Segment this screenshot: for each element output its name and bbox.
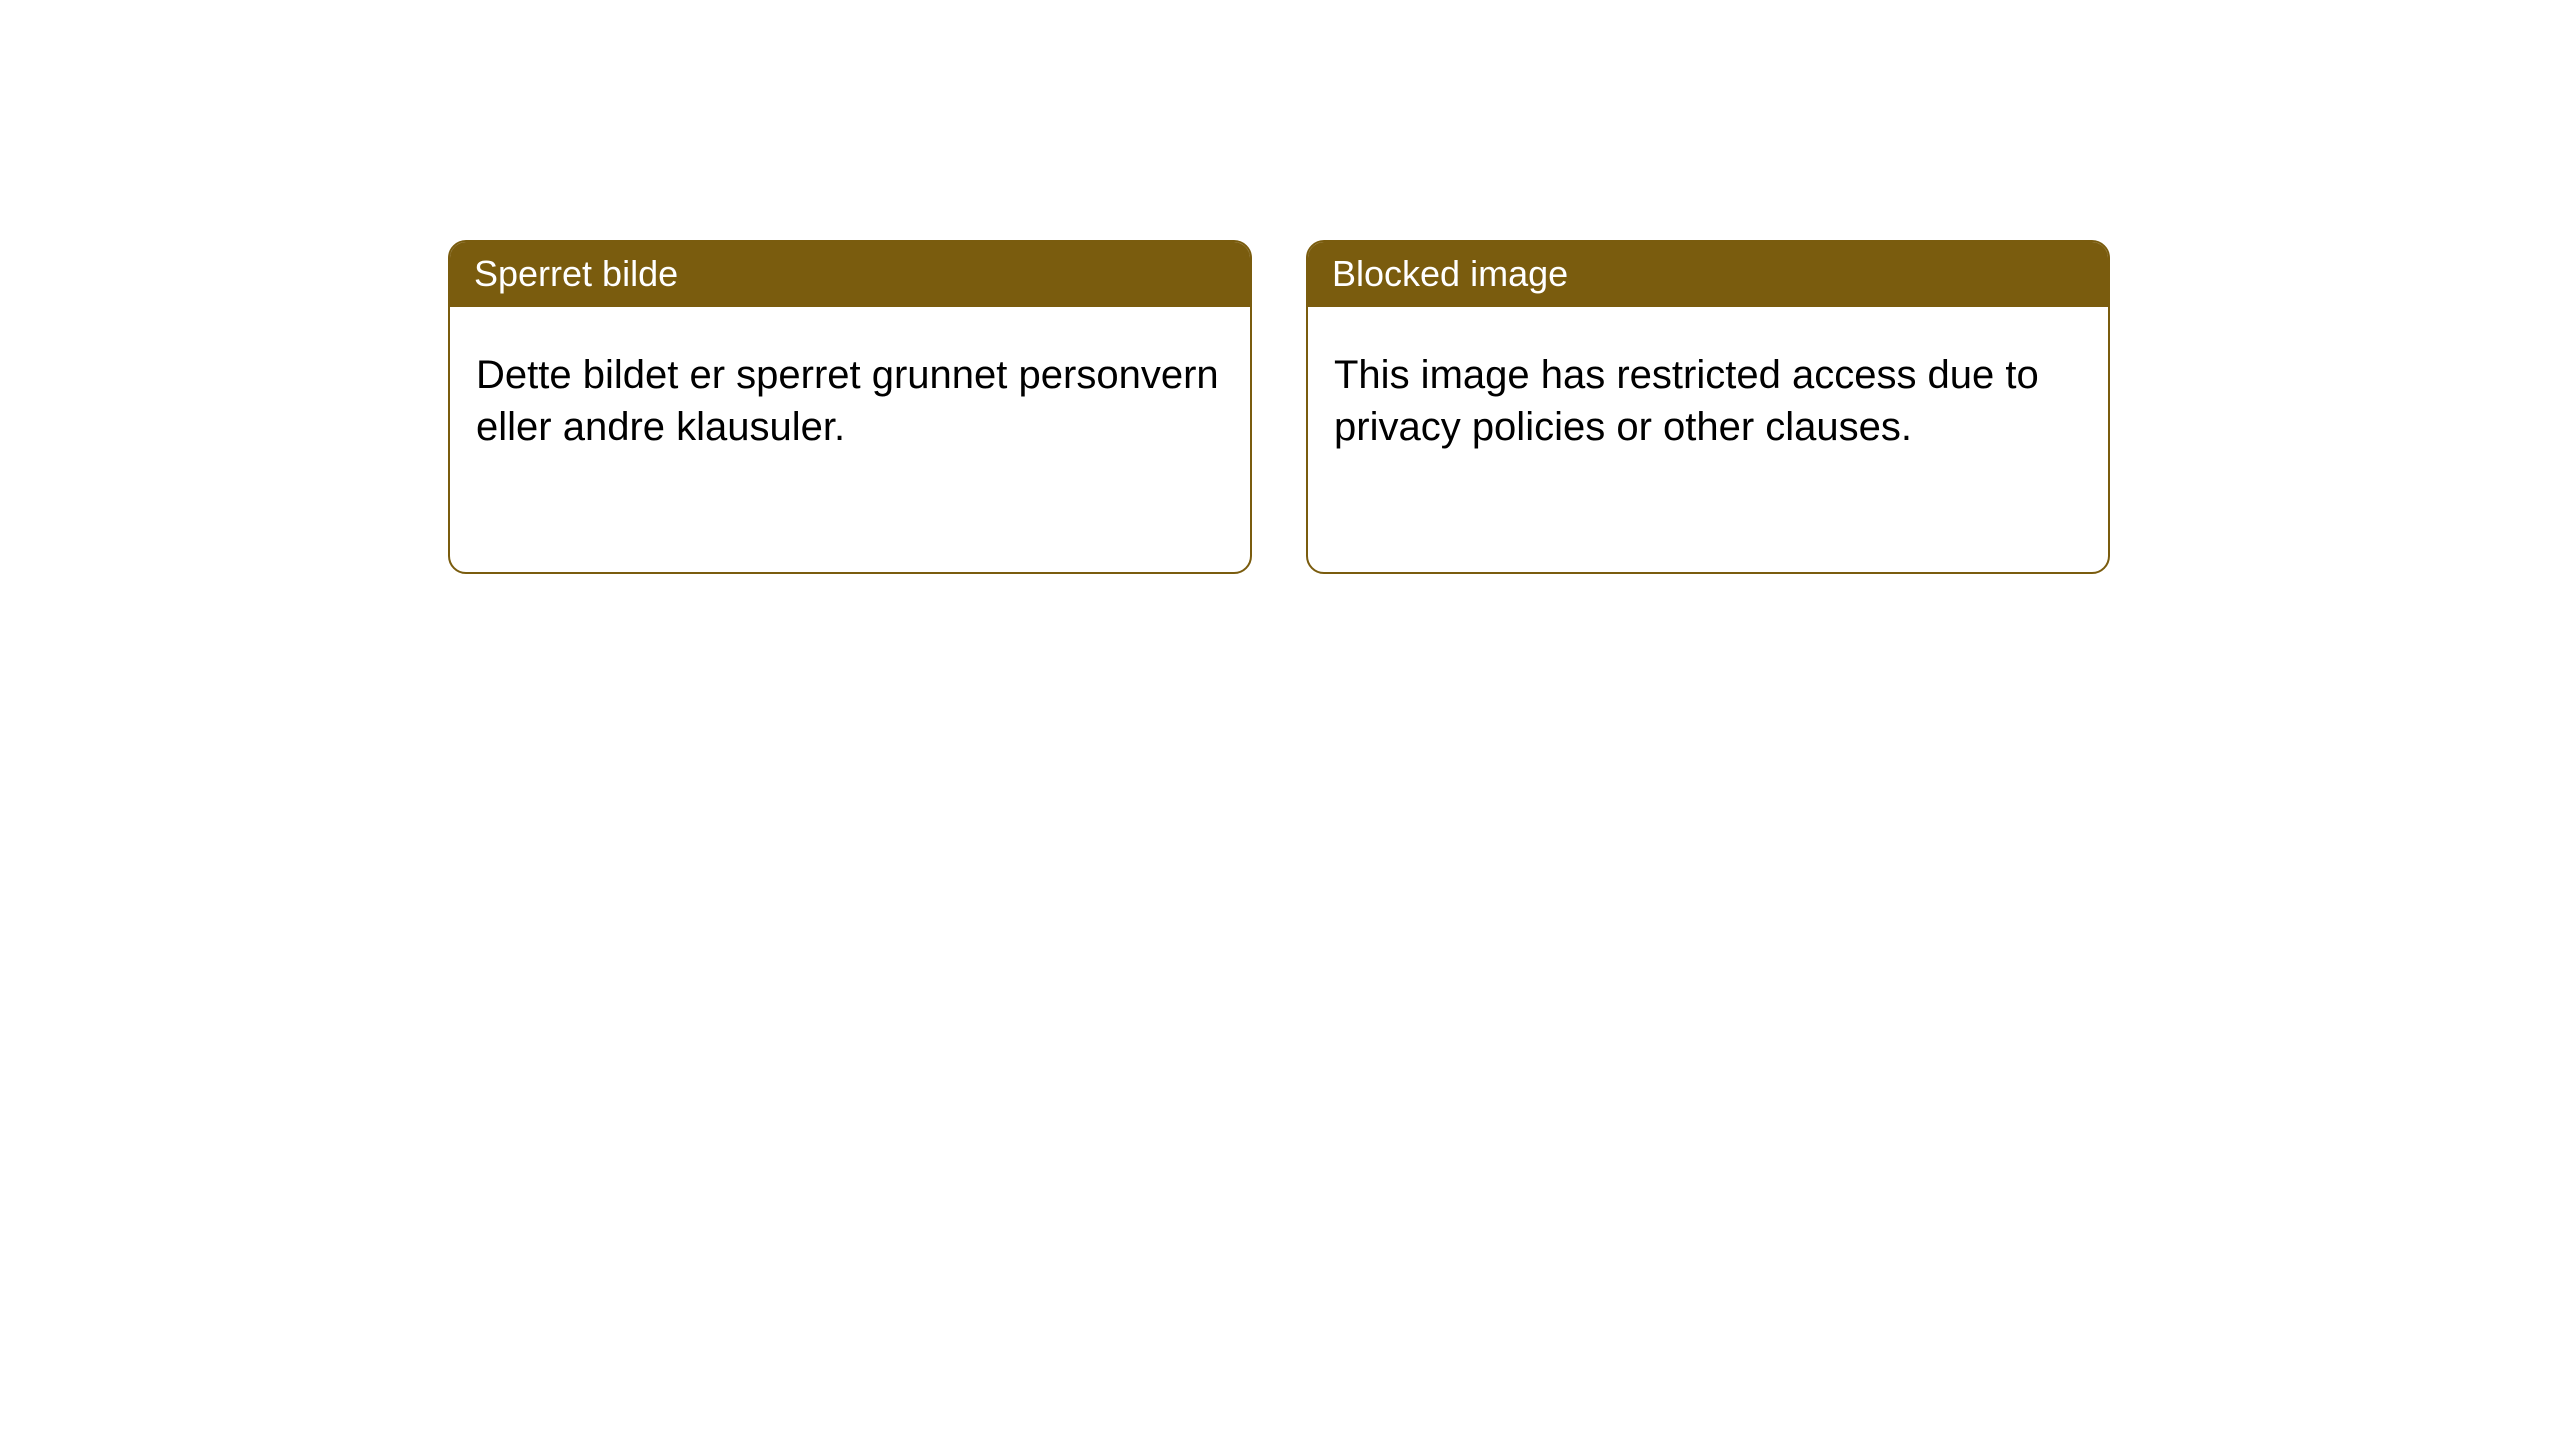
notice-header-norwegian: Sperret bilde xyxy=(450,242,1250,307)
notice-container: Sperret bilde Dette bildet er sperret gr… xyxy=(0,0,2560,574)
notice-title-norwegian: Sperret bilde xyxy=(474,253,678,294)
notice-body-norwegian: Dette bildet er sperret grunnet personve… xyxy=(450,307,1250,479)
notice-text-norwegian: Dette bildet er sperret grunnet personve… xyxy=(476,353,1219,449)
notice-card-norwegian: Sperret bilde Dette bildet er sperret gr… xyxy=(448,240,1252,574)
notice-header-english: Blocked image xyxy=(1308,242,2108,307)
notice-body-english: This image has restricted access due to … xyxy=(1308,307,2108,479)
notice-title-english: Blocked image xyxy=(1332,253,1568,294)
notice-card-english: Blocked image This image has restricted … xyxy=(1306,240,2110,574)
notice-text-english: This image has restricted access due to … xyxy=(1334,353,2039,449)
